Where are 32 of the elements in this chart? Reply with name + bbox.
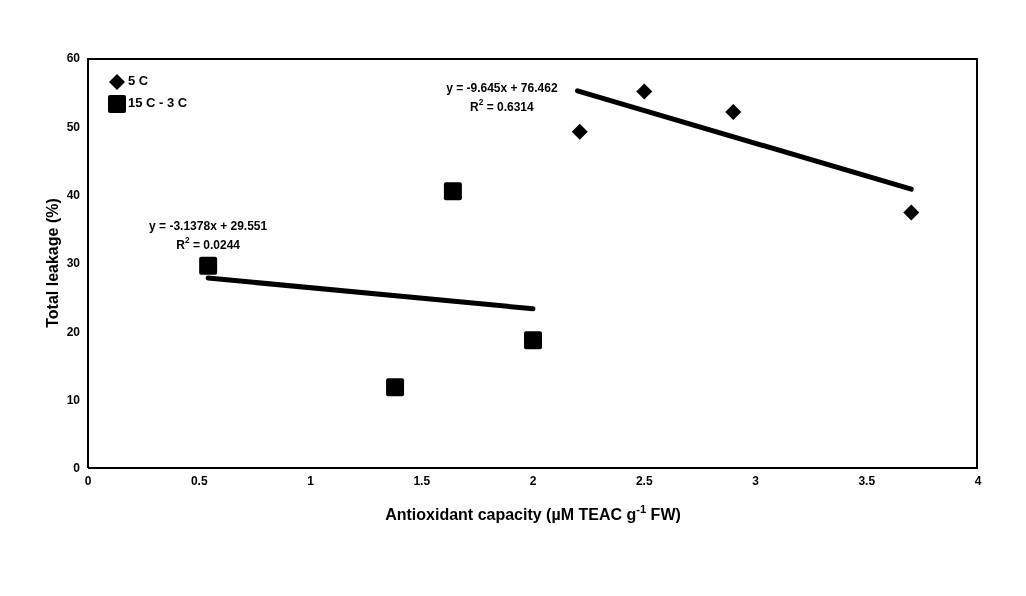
y-tick-label: 40 xyxy=(66,187,81,202)
annotation: y = -9.645x + 76.462 xyxy=(446,80,558,95)
point xyxy=(725,103,742,120)
legend-label: 15 C - 3 C xyxy=(127,94,188,112)
point xyxy=(386,378,405,397)
point xyxy=(903,204,920,221)
y-tick-label: 0 xyxy=(73,461,81,476)
y-tick-label: 20 xyxy=(66,324,81,339)
point xyxy=(636,83,653,100)
y-tick-label: 60 xyxy=(66,51,81,66)
y-tick-label: 10 xyxy=(66,392,81,407)
x-tick-label: 4 xyxy=(974,473,982,488)
x-tick-label: 1.5 xyxy=(413,473,431,488)
x-tick-label: 0 xyxy=(84,473,92,488)
annotation: R$^{2}$ = 0.0244 xyxy=(176,235,241,253)
x-tick-label: 2 xyxy=(529,473,537,488)
annotation: y = -3.1378x + 29.551 xyxy=(149,219,268,234)
point xyxy=(571,123,588,140)
point xyxy=(199,256,218,275)
y-axis-title: Total leakage (%) xyxy=(44,198,62,328)
x-tick-label: 3.5 xyxy=(858,473,876,488)
y-tick-label: 50 xyxy=(66,119,81,134)
x-tick-label: 0.5 xyxy=(190,473,208,488)
x-axis-title: Antioxidant capacity (µM TEAC g$^{-1}$ FW) xyxy=(385,502,681,524)
y-tick-label: 30 xyxy=(66,256,81,271)
x-tick-label: 1 xyxy=(307,473,315,488)
x-tick-label: 2.5 xyxy=(635,473,653,488)
point xyxy=(443,182,462,201)
point xyxy=(524,331,542,350)
legend-label: 5 C xyxy=(127,72,150,90)
x-tick-label: 3 xyxy=(752,473,760,488)
annotation: R$^{2}$ = 0.6314 xyxy=(469,97,535,115)
